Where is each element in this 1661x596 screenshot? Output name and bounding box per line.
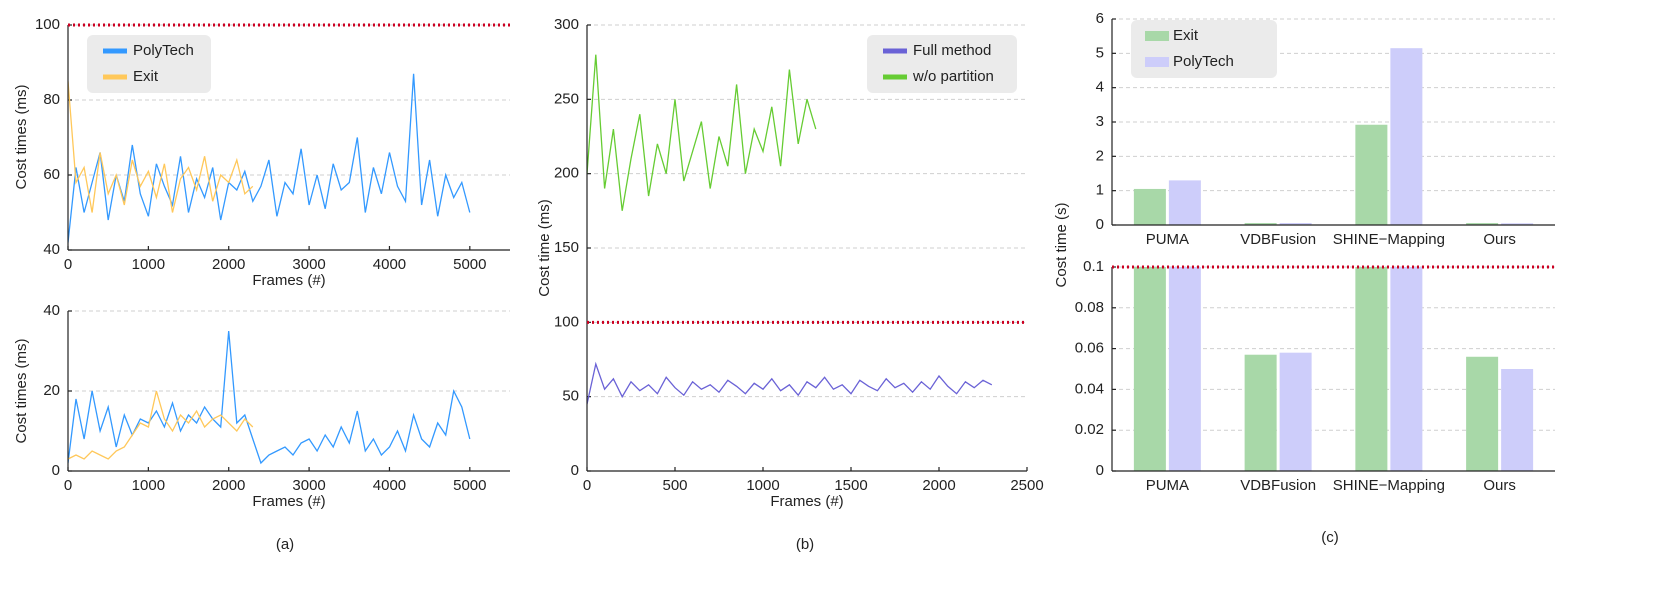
series-line bbox=[68, 390, 254, 460]
legend-label: PolyTech bbox=[1173, 53, 1234, 70]
legend-label: Full method bbox=[913, 42, 991, 59]
y-tick-label: 80 bbox=[43, 91, 60, 108]
plot-area bbox=[1133, 48, 1534, 225]
y-tick-label: 20 bbox=[43, 382, 60, 399]
y-tick-label: 300 bbox=[554, 16, 579, 33]
y-tick-label: 0 bbox=[52, 462, 60, 479]
plot-area bbox=[587, 54, 993, 405]
series-line bbox=[68, 73, 471, 243]
x-tick-label: 1500 bbox=[834, 477, 867, 494]
y-tick-label: 0.04 bbox=[1075, 380, 1104, 397]
panel-label: (a) bbox=[276, 536, 294, 553]
series-line bbox=[68, 81, 254, 213]
y-tick-label: 0.02 bbox=[1075, 421, 1104, 438]
bar bbox=[1279, 352, 1312, 471]
x-tick-label: 5000 bbox=[453, 256, 486, 273]
bar bbox=[1466, 356, 1499, 471]
bar bbox=[1466, 223, 1499, 225]
x-tick-label: 0 bbox=[64, 256, 72, 273]
bar bbox=[1168, 180, 1201, 225]
legend-label: w/o partition bbox=[912, 68, 994, 85]
x-tick-label: 2000 bbox=[212, 477, 245, 494]
y-tick-label: 200 bbox=[554, 165, 579, 182]
y-tick-label: 0 bbox=[1096, 216, 1104, 233]
x-tick-label: Ours bbox=[1483, 231, 1516, 248]
series-line bbox=[587, 54, 817, 211]
bar bbox=[1355, 124, 1388, 225]
bar bbox=[1168, 267, 1201, 471]
x-tick-label: VDBFusion bbox=[1240, 477, 1316, 494]
bar bbox=[1355, 267, 1388, 471]
y-axis-title: Cost time (s) bbox=[1053, 202, 1070, 287]
x-axis-title: Frames (#) bbox=[770, 493, 843, 510]
y-tick-label: 50 bbox=[562, 388, 579, 405]
legend-label: Exit bbox=[1173, 27, 1199, 44]
x-axis-title: Frames (#) bbox=[252, 272, 325, 289]
bar bbox=[1133, 267, 1166, 471]
y-tick-label: 0 bbox=[571, 462, 579, 479]
legend-label: PolyTech bbox=[133, 42, 194, 59]
x-axis-title: Frames (#) bbox=[252, 493, 325, 510]
bar bbox=[1244, 223, 1277, 225]
y-tick-label: 100 bbox=[35, 16, 60, 33]
x-tick-label: 3000 bbox=[292, 256, 325, 273]
bar bbox=[1279, 223, 1312, 225]
plot-area bbox=[68, 330, 471, 465]
bar bbox=[1501, 223, 1534, 225]
y-tick-label: 5 bbox=[1096, 44, 1104, 61]
y-tick-label: 40 bbox=[43, 302, 60, 319]
y-tick-label: 0 bbox=[1096, 462, 1104, 479]
y-tick-label: 6 bbox=[1096, 10, 1104, 27]
y-tick-label: 3 bbox=[1096, 113, 1104, 130]
x-tick-label: 1000 bbox=[746, 477, 779, 494]
y-tick-label: 0.08 bbox=[1075, 299, 1104, 316]
x-tick-label: VDBFusion bbox=[1240, 231, 1316, 248]
legend-swatch bbox=[1145, 57, 1169, 67]
x-tick-label: Ours bbox=[1483, 477, 1516, 494]
x-tick-label: 2000 bbox=[922, 477, 955, 494]
x-tick-label: 3000 bbox=[292, 477, 325, 494]
y-tick-label: 40 bbox=[43, 241, 60, 258]
x-tick-label: PUMA bbox=[1146, 231, 1189, 248]
x-tick-label: 0 bbox=[64, 477, 72, 494]
x-tick-label: 4000 bbox=[373, 477, 406, 494]
y-tick-label: 250 bbox=[554, 90, 579, 107]
bar bbox=[1501, 369, 1534, 471]
x-tick-label: 500 bbox=[662, 477, 687, 494]
y-tick-label: 0.06 bbox=[1075, 340, 1104, 357]
bar bbox=[1390, 48, 1423, 225]
legend-swatch bbox=[1145, 31, 1169, 41]
y-axis-title: Cost times (ms) bbox=[13, 338, 30, 443]
y-tick-label: 100 bbox=[554, 313, 579, 330]
y-axis-title: Cost times (ms) bbox=[13, 84, 30, 189]
x-tick-label: 1000 bbox=[132, 477, 165, 494]
x-tick-label: 4000 bbox=[373, 256, 406, 273]
y-tick-label: 1 bbox=[1096, 182, 1104, 199]
bar bbox=[1244, 354, 1277, 471]
panel-label: (b) bbox=[796, 536, 814, 553]
legend-label: Exit bbox=[133, 68, 159, 85]
y-tick-label: 0.1 bbox=[1083, 258, 1104, 275]
x-tick-label: 5000 bbox=[453, 477, 486, 494]
plot-area bbox=[68, 73, 471, 243]
y-axis-title: Cost time (ms) bbox=[536, 199, 553, 297]
x-tick-label: SHINE−Mapping bbox=[1333, 477, 1445, 494]
x-tick-label: PUMA bbox=[1146, 477, 1189, 494]
x-tick-label: 1000 bbox=[132, 256, 165, 273]
y-tick-label: 2 bbox=[1096, 147, 1104, 164]
y-tick-label: 150 bbox=[554, 239, 579, 256]
x-tick-label: 2500 bbox=[1010, 477, 1043, 494]
x-tick-label: 2000 bbox=[212, 256, 245, 273]
x-tick-label: 0 bbox=[583, 477, 591, 494]
series-line bbox=[68, 330, 471, 465]
bar bbox=[1390, 267, 1423, 471]
series-line bbox=[587, 361, 993, 405]
y-tick-label: 4 bbox=[1096, 79, 1104, 96]
plot-area bbox=[1133, 267, 1534, 471]
bar bbox=[1133, 188, 1166, 225]
x-tick-label: SHINE−Mapping bbox=[1333, 231, 1445, 248]
panel-label: (c) bbox=[1321, 529, 1339, 546]
y-tick-label: 60 bbox=[43, 166, 60, 183]
